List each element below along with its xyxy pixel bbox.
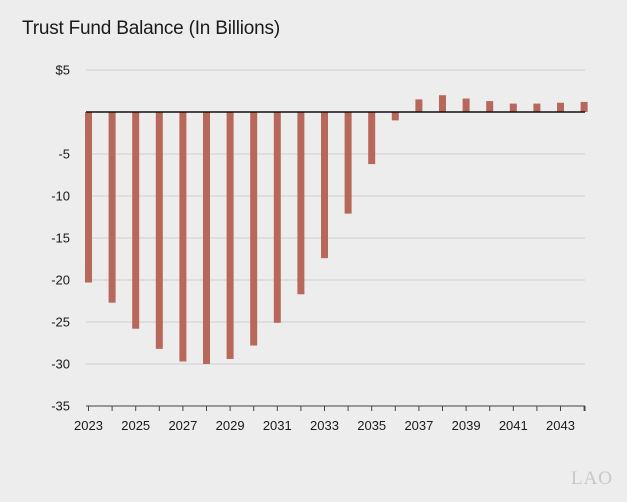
y-tick-label: -35	[51, 399, 70, 414]
bar-2027	[179, 112, 187, 362]
x-tick-label: 2029	[216, 418, 245, 433]
x-tick-label: 2023	[74, 418, 103, 433]
tick-labels: $5 -5 -10 -15 -20 -25 -30 -35 2023 2025 2027 2029 20…	[51, 63, 575, 434]
bar-2037	[415, 99, 423, 112]
bar-2029	[226, 112, 234, 359]
bar-2040	[486, 101, 494, 112]
x-tick-label: 2027	[168, 418, 197, 433]
bar-2041	[509, 103, 517, 112]
bar-2024	[108, 112, 116, 303]
x-tick-label: 2037	[404, 418, 433, 433]
bar-2035	[368, 112, 376, 165]
y-tick-label: -15	[51, 231, 70, 246]
bar-2034	[344, 112, 352, 214]
bar-2030	[250, 112, 258, 346]
x-tick-label: 2039	[452, 418, 481, 433]
x-tick-label: 2035	[357, 418, 386, 433]
x-tick-label: 2033	[310, 418, 339, 433]
y-tick-label: -10	[51, 189, 70, 204]
bar-2031	[273, 112, 281, 323]
bar-2038	[439, 95, 446, 112]
y-tick-label: -25	[51, 315, 70, 330]
bar-2032	[297, 112, 305, 295]
bar-2043	[557, 102, 564, 112]
axes	[86, 111, 586, 411]
bar-2042	[533, 103, 541, 112]
bar-2028	[203, 112, 210, 364]
x-tick-label: 2031	[263, 418, 292, 433]
bar-2026	[155, 112, 163, 349]
bar-2039	[462, 98, 470, 112]
x-tick-label: 2025	[121, 418, 150, 433]
y-tick-label: -5	[58, 147, 70, 162]
bar-2025	[132, 112, 140, 329]
bar-2044	[580, 101, 588, 112]
x-tick-label: 2041	[499, 418, 528, 433]
x-tick-label: 2043	[546, 418, 575, 433]
y-tick-label: -20	[51, 273, 70, 288]
bar-2033	[321, 112, 328, 259]
chart-title: Trust Fund Balance (In Billions)	[22, 18, 280, 39]
y-tick-label: $5	[56, 63, 70, 78]
y-tick-label: -30	[51, 357, 70, 372]
bars	[85, 95, 588, 364]
bar-2036	[391, 112, 399, 121]
bar-2023	[85, 112, 92, 283]
lao-logo: LAO	[570, 468, 613, 489]
